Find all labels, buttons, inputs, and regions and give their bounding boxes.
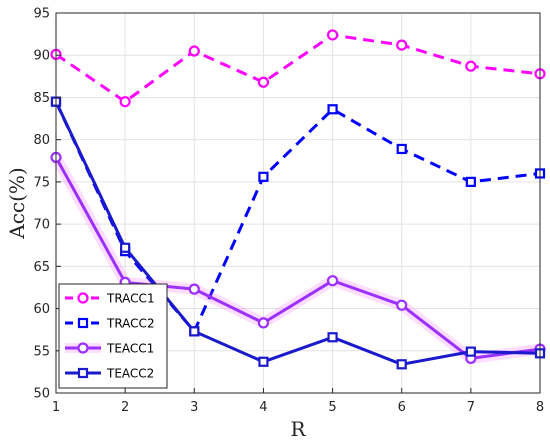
data-point [327, 332, 338, 343]
series-line [55, 33, 541, 104]
legend-label: TRACC2 [106, 317, 155, 331]
legend-item-teacc1: TEACC1 [65, 342, 154, 356]
legend-marker [77, 342, 89, 354]
y-tick-label: 80 [33, 133, 50, 148]
data-point [396, 359, 407, 370]
legend-label: TRACC1 [106, 292, 155, 306]
legend: TRACC1 TRACC2 TEACC1 TEACC2 [58, 283, 168, 389]
legend-item-tracc2: TRACC2 [65, 317, 155, 331]
legend-marker [77, 292, 89, 304]
x-tick-label: 1 [52, 400, 60, 415]
legend-box [58, 283, 168, 389]
data-point [465, 60, 477, 72]
x-tick-label: 2 [121, 400, 129, 415]
data-point [327, 104, 338, 115]
data-point [396, 39, 408, 51]
y-tick-label: 75 [33, 175, 50, 190]
data-point [465, 346, 476, 357]
x-axis-label: R [290, 417, 306, 441]
data-point [189, 326, 200, 337]
legend-label: TEACC1 [106, 342, 154, 356]
data-point [119, 96, 131, 108]
legend-marker [77, 317, 89, 329]
data-point [257, 76, 270, 88]
y-tick-label: 85 [33, 91, 50, 106]
ticks: 1 2 3 4 5 6 7 8 50 55 60 65 70 75 80 85 90 95 [33, 7, 544, 416]
y-tick-label: 50 [33, 387, 50, 402]
data-point [258, 171, 269, 182]
data-point [396, 299, 408, 311]
series-line [54, 101, 541, 333]
series-line [54, 101, 541, 366]
legend-item-tracc1: TRACC1 [65, 292, 155, 306]
x-tick-label: 4 [259, 400, 267, 415]
data-point [396, 143, 407, 155]
data-point [465, 176, 476, 187]
y-tick-label: 95 [33, 7, 50, 22]
data-point [326, 275, 339, 287]
legend-label: TEACC2 [106, 367, 154, 381]
data-point [188, 283, 200, 295]
y-tick-label: 55 [33, 344, 50, 359]
plot-frame [55, 12, 541, 394]
x-tick-label: 7 [467, 400, 475, 415]
data-point [188, 45, 200, 57]
x-tick-label: 5 [328, 400, 336, 415]
x-tick-label: 3 [190, 400, 198, 415]
x-tick-label: 8 [536, 400, 544, 415]
legend-marker [77, 367, 89, 379]
y-axis-label: Acc(%) [5, 167, 29, 239]
data-point [120, 242, 131, 253]
y-tick-label: 60 [33, 302, 50, 317]
y-tick-label: 70 [33, 218, 50, 233]
data-point [257, 317, 270, 329]
data-point [326, 29, 339, 41]
y-tick-label: 65 [33, 260, 50, 275]
legend-item-teacc2: TEACC2 [65, 367, 154, 381]
x-tick-label: 6 [398, 400, 406, 415]
y-tick-label: 90 [33, 49, 50, 64]
data-point [258, 356, 269, 367]
